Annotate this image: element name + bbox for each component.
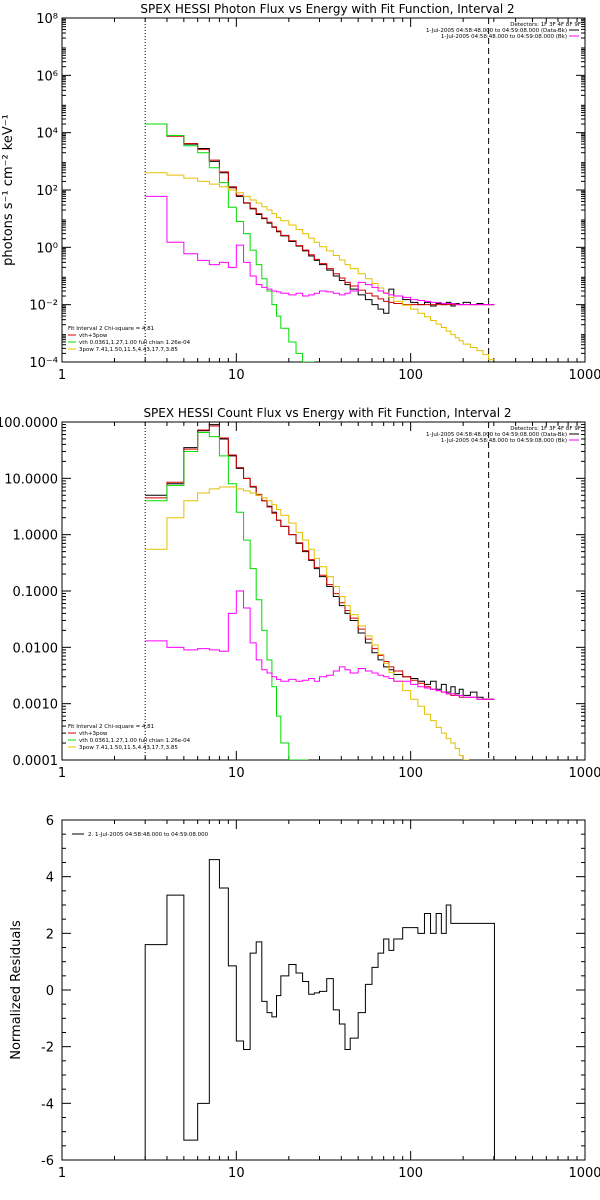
legend-left-entry: vth+3pow [79,731,108,737]
series-line-1 [144,859,495,1160]
x-tick-label: 100 [398,368,423,383]
y-tick-label: -4 [41,1097,54,1112]
series-group [145,123,495,362]
plot-frame [61,421,586,761]
y-tick-label: 6 [46,814,54,829]
y-tick-label: 10⁻⁴ [29,356,58,371]
y-tick-label: 4 [46,871,54,886]
chart-title: SPEX HESSI Photon Flux vs Energy with Fi… [140,2,514,16]
series-group [144,859,495,1160]
chart-title: SPEX HESSI Count Flux vs Energy with Fit… [143,406,511,420]
series-line-5 [145,590,495,700]
legend-right-entry: Detectors: 1F 3F 4F 8F 9F [510,22,581,28]
y-tick-label: -6 [41,1154,54,1169]
legend-right-entry: 1-Jul-2005 04:58:48.000 to 04:59:08.000 … [426,28,567,34]
chart-panel-2: SPEX HESSI Count Flux vs Energy with Fit… [0,406,600,781]
legend-right-entry: 1-Jul-2005 04:58:48.000 to 04:59:08.000 … [426,432,567,438]
y-tick-label: 0 [46,984,54,999]
y-tick-label: 10⁻² [29,299,58,314]
legend-left-entry: vth+3pow [79,333,108,339]
x-tick-label: 100 [398,766,423,781]
legend-right-entry: 1-Jul-2005 04:58:48.000 to 04:59:08.000 … [441,34,567,40]
y-tick-label: 100.0000 [0,416,58,431]
x-tick-label: 1 [58,766,66,781]
y-tick-label: 2 [46,927,54,942]
y-tick-label: -2 [41,1041,54,1056]
x-tick-label: 10 [228,1166,245,1181]
y-tick-label: 10⁸ [36,12,58,27]
legend-right-entry: Detectors: 1F 3F 4F 8F 9F [510,426,581,432]
y-tick-label: 1.0000 [13,529,59,544]
x-tick-label: 1 [58,368,66,383]
y-axis-label: Normalized Residuals [9,920,24,1060]
y-tick-label: 10⁶ [36,69,58,84]
x-tick-label: 100 [398,1166,423,1181]
legend-right-entry: 1-Jul-2005 04:58:48.000 to 04:59:08.000 … [441,438,567,444]
y-tick-label: 0.0010 [13,698,59,713]
x-tick-label: 1000 [568,368,600,383]
series-line-4 [145,172,495,361]
series-line-3 [145,432,309,760]
y-tick-label: 10.0000 [4,472,58,487]
y-axis-label: photons s⁻¹ cm⁻² keV⁻¹ [1,114,16,266]
plot-frame [61,819,586,1161]
legend-left-entry: vth 0.0361,1.27,1.00 full chian 1.26e-04 [79,738,191,744]
x-tick-label: 1000 [568,1166,600,1181]
series-line-4 [145,486,469,760]
x-tick-label: 1000 [568,766,600,781]
series-line-3 [145,123,315,362]
chart-panel-1: SPEX HESSI Photon Flux vs Energy with Fi… [1,2,600,383]
legend-left-entry: 3pow 7.41,1.50,11.5,4.43,17.7,3.85 [79,745,178,751]
legend-left-entry: 2. 1-Jul-2005 04:58:48.000 to 04:59:08.0… [88,832,209,838]
chart-panel-3: 1 10 100 1000 -6 -4 -2 0 2 4 6 Normalized Residuals… [9,814,600,1181]
legend-left-entry: Fit Interval 2 Chi-square = 4.81 [68,724,154,730]
y-tick-label: 0.0001 [13,754,59,769]
y-tick-label: 0.0100 [13,641,59,656]
series-line-5 [145,195,495,306]
y-tick-label: 10⁰ [36,241,58,256]
x-tick-label: 10 [228,766,245,781]
legend-left-entry: Fit Interval 2 Chi-square = 4.81 [68,326,154,332]
series-group [145,424,495,760]
x-tick-label: 10 [228,368,245,383]
y-tick-label: 0.1000 [13,585,59,600]
legend-left-entry: 3pow 7.41,1.50,11.5,4.43,17.7,3.85 [79,347,178,353]
plot-frame [61,17,586,363]
series-line-2 [145,123,495,306]
y-tick-label: 10² [36,184,58,199]
x-tick-label: 1 [58,1166,66,1181]
legend-left-entry: vth 0.0361,1.27,1.00 full chian 1.26e-04 [79,340,191,346]
y-tick-label: 10⁴ [36,127,58,142]
